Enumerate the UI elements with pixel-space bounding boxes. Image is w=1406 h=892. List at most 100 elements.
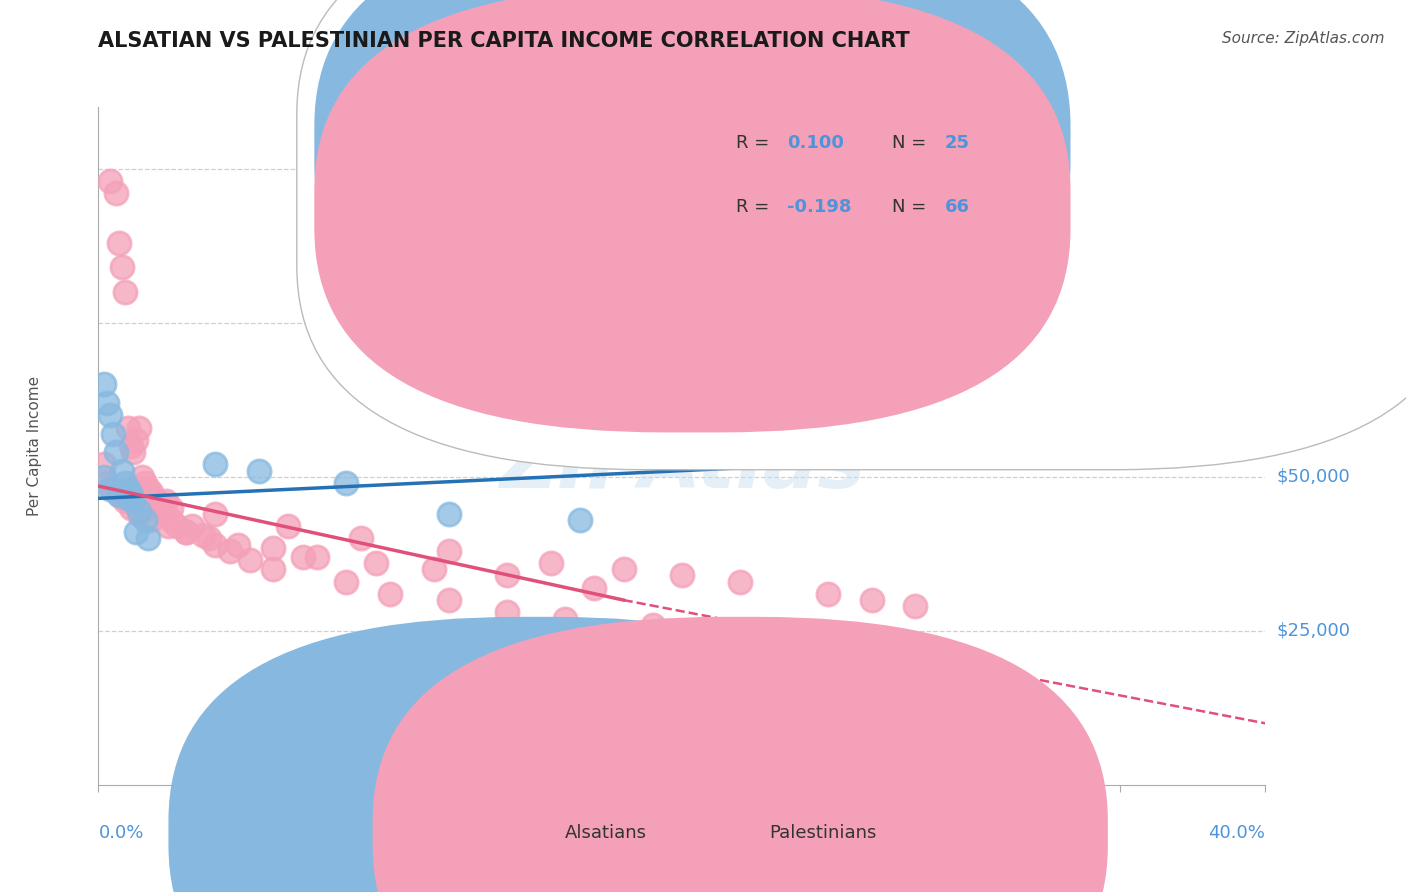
- Point: [174, 525, 197, 540]
- Point: [335, 574, 357, 589]
- Point: [93, 377, 115, 392]
- Point: [98, 482, 121, 496]
- Text: $50,000: $50,000: [1277, 467, 1350, 486]
- Text: ALSATIAN VS PALESTINIAN PER CAPITA INCOME CORRELATION CHART: ALSATIAN VS PALESTINIAN PER CAPITA INCOM…: [98, 31, 910, 51]
- Point: [142, 491, 165, 506]
- Point: [139, 485, 162, 500]
- Point: [378, 587, 402, 601]
- Point: [101, 426, 124, 441]
- Point: [204, 507, 226, 521]
- Point: [125, 525, 148, 540]
- Point: [128, 504, 150, 518]
- Point: [120, 500, 142, 515]
- Point: [540, 556, 562, 570]
- Point: [120, 439, 142, 453]
- Point: [423, 562, 446, 576]
- Point: [149, 498, 172, 512]
- Text: $100,000: $100,000: [1277, 160, 1361, 178]
- FancyBboxPatch shape: [315, 0, 1070, 368]
- Point: [128, 507, 150, 521]
- Point: [437, 593, 460, 607]
- Point: [495, 606, 517, 620]
- Point: [291, 549, 314, 564]
- Text: ZIPAtlas: ZIPAtlas: [499, 427, 865, 506]
- Text: R =: R =: [735, 198, 775, 217]
- Point: [204, 538, 226, 552]
- Text: N =: N =: [891, 198, 932, 217]
- Point: [228, 538, 250, 552]
- Point: [437, 507, 460, 521]
- Point: [204, 458, 226, 472]
- Point: [111, 464, 134, 478]
- Point: [612, 562, 634, 576]
- Point: [157, 519, 180, 533]
- Text: 0.100: 0.100: [787, 134, 844, 152]
- Point: [991, 445, 1014, 459]
- Point: [166, 519, 188, 533]
- Point: [125, 433, 148, 447]
- Point: [335, 475, 357, 490]
- Text: Palestinians: Palestinians: [769, 824, 877, 842]
- Point: [817, 587, 839, 601]
- Point: [108, 235, 131, 250]
- Text: $75,000: $75,000: [1277, 314, 1351, 332]
- Point: [437, 543, 460, 558]
- Point: [364, 556, 387, 570]
- Point: [104, 186, 127, 201]
- Point: [728, 574, 751, 589]
- Text: Source: ZipAtlas.com: Source: ZipAtlas.com: [1222, 31, 1385, 46]
- Point: [120, 488, 142, 502]
- Point: [193, 528, 215, 542]
- Point: [122, 494, 145, 508]
- Point: [174, 525, 197, 540]
- Point: [114, 475, 136, 490]
- Point: [117, 491, 139, 506]
- Point: [160, 500, 183, 515]
- Point: [860, 593, 883, 607]
- Text: 66: 66: [945, 198, 970, 217]
- Point: [583, 581, 606, 595]
- Point: [108, 488, 131, 502]
- Point: [128, 420, 150, 434]
- Point: [307, 549, 329, 564]
- Point: [198, 532, 221, 546]
- Point: [350, 532, 373, 546]
- Point: [160, 513, 183, 527]
- Point: [262, 562, 284, 576]
- Text: 25: 25: [945, 134, 970, 152]
- FancyBboxPatch shape: [297, 0, 1406, 470]
- Point: [114, 494, 136, 508]
- Text: Alsatians: Alsatians: [565, 824, 647, 842]
- Point: [136, 482, 159, 496]
- Text: 40.0%: 40.0%: [1209, 824, 1265, 842]
- FancyBboxPatch shape: [373, 617, 1108, 892]
- Point: [495, 568, 517, 582]
- Point: [98, 408, 121, 422]
- Point: [180, 519, 202, 533]
- Point: [554, 611, 576, 625]
- Point: [277, 519, 299, 533]
- Text: N =: N =: [891, 134, 932, 152]
- Point: [96, 396, 118, 410]
- Point: [131, 470, 153, 484]
- Point: [671, 568, 693, 582]
- Point: [568, 513, 591, 527]
- Point: [155, 494, 177, 508]
- Point: [93, 458, 115, 472]
- Point: [93, 470, 115, 484]
- Point: [117, 420, 139, 434]
- Point: [714, 636, 737, 650]
- FancyBboxPatch shape: [315, 0, 1070, 433]
- Point: [122, 445, 145, 459]
- Point: [96, 475, 118, 490]
- FancyBboxPatch shape: [169, 617, 904, 892]
- Point: [1167, 436, 1189, 450]
- Point: [218, 543, 240, 558]
- Point: [262, 541, 284, 555]
- Point: [108, 488, 131, 502]
- Point: [247, 464, 270, 478]
- Point: [98, 174, 121, 188]
- Point: [117, 482, 139, 496]
- Text: $25,000: $25,000: [1277, 622, 1351, 640]
- Text: Per Capita Income: Per Capita Income: [27, 376, 42, 516]
